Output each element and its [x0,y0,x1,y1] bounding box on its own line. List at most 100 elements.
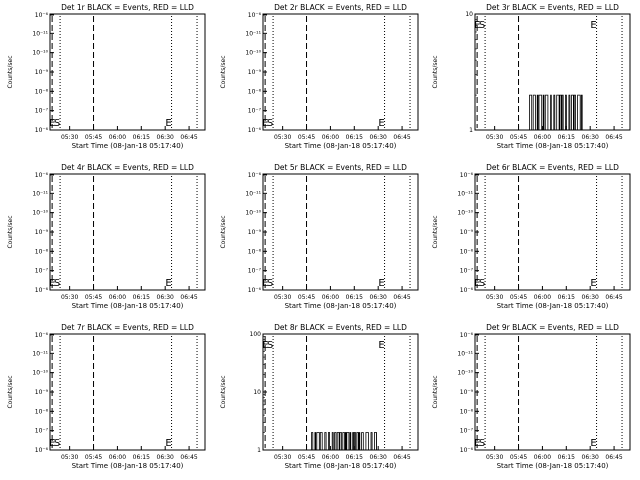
x-axis-label: Start Time (08-Jan-18 05:17:40) [497,462,609,470]
x-axis-label: Start Time (08-Jan-18 05:17:40) [72,142,184,150]
y-axis-label: Counts/sec [220,215,227,248]
y-tick-label: 10⁻⁸ [35,88,49,95]
y-tick-label: 100 [250,331,262,338]
event-marker-s: S [54,118,60,129]
y-axis-label: Counts/sec [432,55,439,88]
x-tick-label: 05:45 [510,294,527,301]
event-marker-e: E [378,278,384,289]
x-tick-label: 06:45 [180,294,197,301]
event-marker-e: E [590,438,596,449]
panel-title: Det 3r BLACK = Events, RED = LLD [486,3,619,12]
panel-det-6r: Det 6r BLACK = Events, RED = LLD Counts/s… [432,163,631,310]
y-tick-label: 10⁻¹⁰ [245,210,261,217]
event-marker-s: S [479,20,485,31]
y-tick-label: 10⁻⁶ [460,287,474,294]
plot-frame [474,173,631,291]
x-tick-label: 06:45 [180,454,197,461]
y-tick-label: 10⁻⁶ [35,12,49,19]
panel-title: Det 5r BLACK = Events, RED = LLD [274,163,407,172]
x-tick-label: 06:15 [346,454,363,461]
event-marker-e: E [165,118,171,129]
panel-det-1r: Det 1r BLACK = Events, RED = LLD Counts/s… [7,3,206,150]
x-axis-label: Start Time (08-Jan-18 05:17:40) [497,142,609,150]
x-tick-label: 06:45 [393,454,410,461]
panel-title: Det 4r BLACK = Events, RED = LLD [61,163,194,172]
x-axis-label: Start Time (08-Jan-18 05:17:40) [497,302,609,310]
y-tick-label: 10⁻⁸ [35,248,49,255]
x-tick-label: 05:30 [61,134,78,141]
y-tick-label: 10⁻⁹ [248,69,262,76]
x-tick-label: 06:30 [157,294,174,301]
x-tick-label: 06:15 [558,294,575,301]
y-tick-label: 10 [253,389,261,396]
x-tick-label: 06:30 [157,134,174,141]
panel-det-8r: Det 8r BLACK = Events, RED = LLD Counts/s… [220,323,419,470]
y-tick-label: 10⁻⁶ [248,172,262,179]
panel-det-2r: Det 2r BLACK = Events, RED = LLD Counts/s… [220,3,419,150]
x-tick-label: 06:45 [605,454,622,461]
x-tick-label: 05:45 [510,134,527,141]
y-tick-label: 10⁻¹⁰ [457,210,473,217]
x-axis-label: Start Time (08-Jan-18 05:17:40) [285,142,397,150]
x-tick-label: 06:00 [322,294,339,301]
y-tick-label: 10⁻⁶ [460,447,474,454]
y-tick-label: 10⁻⁸ [248,248,262,255]
x-tick-label: 06:00 [109,294,126,301]
plot-frame [474,13,631,131]
event-marker-e: E [590,278,596,289]
event-marker-e: E [262,278,268,289]
y-tick-label: 10⁻⁹ [460,229,474,236]
y-tick-label: 1 [257,447,261,454]
y-tick-label: 10⁻⁸ [460,248,474,255]
x-tick-label: 06:00 [322,454,339,461]
panel-det-5r: Det 5r BLACK = Events, RED = LLD Counts/s… [220,163,419,310]
y-tick-label: 10⁻⁹ [35,69,49,76]
y-axis-label: Counts/sec [432,375,439,408]
panel-title: Det 7r BLACK = Events, RED = LLD [61,323,194,332]
x-tick-label: 05:45 [85,454,102,461]
y-tick-label: 10⁻⁹ [35,229,49,236]
panel-det-4r: Det 4r BLACK = Events, RED = LLD Counts/s… [7,163,206,310]
y-tick-label: 10⁻¹¹ [457,190,473,197]
x-tick-label: 06:00 [109,454,126,461]
y-tick-label: 10⁻⁹ [35,389,49,396]
event-marker-e: E [474,278,480,289]
x-tick-label: 06:00 [534,454,551,461]
y-tick-label: 10⁻⁸ [460,408,474,415]
x-axis-label: Start Time (08-Jan-18 05:17:40) [285,462,397,470]
y-tick-label: 10⁻⁶ [35,287,49,294]
x-tick-label: 05:45 [85,294,102,301]
x-tick-label: 06:30 [370,454,387,461]
y-tick-label: 10⁻⁸ [35,408,49,415]
event-marker-e: E [49,438,55,449]
event-marker-e: E [165,438,171,449]
x-tick-label: 05:30 [274,134,291,141]
y-tick-label: 10⁻⁷ [35,108,49,115]
y-tick-label: 10⁻¹⁰ [245,50,261,57]
event-marker-e: E [49,278,55,289]
x-axis-label: Start Time (08-Jan-18 05:17:40) [72,462,184,470]
x-tick-label: 06:45 [605,134,622,141]
y-axis-label: Counts/sec [7,215,14,248]
y-tick-label: 10⁻⁶ [460,332,474,339]
y-tick-label: 10⁻⁸ [248,88,262,95]
x-tick-label: 06:15 [346,294,363,301]
panel-title: Det 9r BLACK = Events, RED = LLD [486,323,619,332]
panel-det-3r: Det 3r BLACK = Events, RED = LLD Counts/s… [432,3,631,150]
plot-frame [49,333,206,451]
event-marker-s: S [54,438,60,449]
y-tick-label: 10⁻¹¹ [457,350,473,357]
event-marker-e: E [262,118,268,129]
x-tick-label: 05:45 [298,454,315,461]
y-tick-label: 10⁻⁶ [35,127,49,134]
y-tick-label: 10⁻¹¹ [245,190,261,197]
event-marker-s: S [267,340,273,351]
y-tick-label: 10⁻⁶ [35,447,49,454]
x-tick-label: 06:30 [582,294,599,301]
x-tick-label: 06:30 [370,134,387,141]
y-axis-label: Counts/sec [220,55,227,88]
x-tick-label: 05:30 [486,454,503,461]
y-tick-label: 10⁻⁷ [35,428,49,435]
x-tick-label: 06:00 [109,134,126,141]
y-tick-label: 10⁻⁷ [248,108,262,115]
